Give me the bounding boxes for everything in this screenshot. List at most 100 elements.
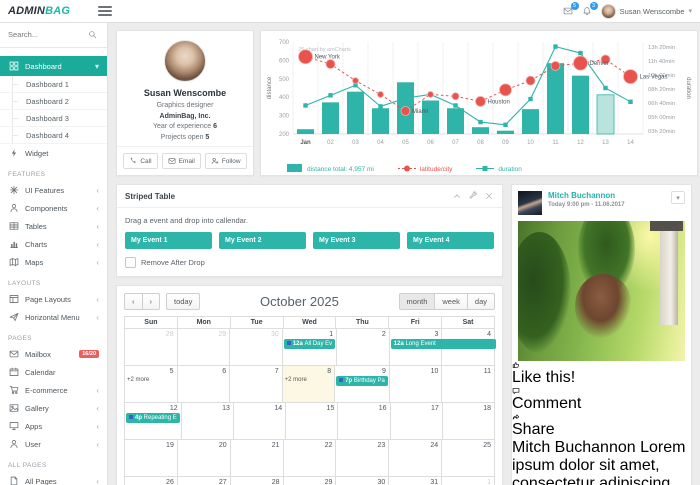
feed-collapse-button[interactable]: ▾ xyxy=(671,191,685,204)
travel-chart[interactable]: 200 300 400 500 600 700 13h 20min 11h 40min 10h … xyxy=(263,34,695,158)
calendar-day-cell[interactable]: 9 7p Birthday Pa xyxy=(335,366,390,403)
collapse-icon[interactable] xyxy=(452,191,462,201)
calendar-day-cell[interactable]: 11 xyxy=(442,366,495,403)
calendar-day-cell[interactable]: 29 xyxy=(177,329,231,366)
calendar-day-cell[interactable]: 18 xyxy=(442,403,495,440)
email-button[interactable]: Email xyxy=(161,153,201,169)
sidebar-item-page-layouts[interactable]: Page Layouts ‹ xyxy=(0,290,107,308)
sidebar-item-all-pages[interactable]: All Pages ‹ xyxy=(0,472,107,485)
calendar-day-cell[interactable]: 10 xyxy=(389,366,443,403)
calendar-day-cell[interactable]: 5 +2 more xyxy=(125,366,178,403)
notifications-button[interactable]: 3 xyxy=(582,2,598,16)
legend-item[interactable]: duration xyxy=(476,164,522,175)
share-button[interactable]: Share xyxy=(512,413,691,439)
calendar-day-cell[interactable]: 28 xyxy=(231,477,284,485)
calendar-day-cell[interactable]: 1 xyxy=(442,477,495,485)
calendar-day-cell[interactable]: 23 xyxy=(336,440,390,477)
menu-toggle-icon[interactable] xyxy=(98,4,113,18)
feed-author-link[interactable]: Mitch Buchannon xyxy=(548,191,616,200)
calendar-day-cell[interactable]: 20 xyxy=(177,440,231,477)
calendar-day-cell[interactable]: 26 xyxy=(125,477,178,485)
sidebar-section-label: LAYOUTS xyxy=(8,280,41,287)
calendar-day-cell[interactable]: 12 4p Repeating E xyxy=(125,403,182,440)
calendar-day-cell[interactable]: 16 xyxy=(338,403,391,440)
calendar-day-number: 4 xyxy=(487,331,491,338)
calendar-event[interactable]: 7p Birthday Pa xyxy=(336,376,388,386)
sidebar-item-horizontal-menu[interactable]: Horizontal Menu ‹ xyxy=(0,308,107,326)
svg-text:11: 11 xyxy=(552,140,559,146)
draggable-event-1[interactable]: My Event 1 xyxy=(125,232,212,249)
calendar-day-cell[interactable]: 7 xyxy=(230,366,283,403)
sidebar-subitem-dashboard-2[interactable]: Dashboard 2 xyxy=(0,93,107,110)
share-icon xyxy=(512,413,691,421)
calendar-event[interactable]: 12a All Day Ev xyxy=(283,339,336,349)
calendar-day-cell[interactable]: 2 xyxy=(337,329,390,366)
legend-item[interactable]: distance total: 4,957 mi xyxy=(287,164,374,175)
sidebar-item-user[interactable]: User ‹ xyxy=(0,435,107,453)
sidebar-subitem-dashboard-3[interactable]: Dashboard 3 xyxy=(0,110,107,127)
calendar-event[interactable]: 4p Repeating E xyxy=(126,413,180,423)
comment-author-link[interactable]: Mitch Buchannon xyxy=(512,439,641,456)
calendar-day-cell[interactable]: 25 xyxy=(442,440,495,477)
calendar-more-link[interactable]: +2 more xyxy=(284,377,307,383)
calendar-day-cell[interactable]: 31 xyxy=(389,477,443,485)
calendar-day-cell[interactable]: 28 xyxy=(125,329,178,366)
calendar-view-week[interactable]: week xyxy=(435,293,468,310)
calendar-day-cell[interactable]: 27 xyxy=(178,477,231,485)
calendar-more-link[interactable]: +2 more xyxy=(127,377,150,383)
search-input[interactable] xyxy=(8,30,88,39)
legend-item[interactable]: latitude/city xyxy=(397,164,452,175)
sidebar-subitem-dashboard-4[interactable]: Dashboard 4 xyxy=(0,127,107,144)
draggable-event-2[interactable]: My Event 2 xyxy=(219,232,306,249)
calendar-day-cell[interactable]: 14 xyxy=(233,403,287,440)
search-icon[interactable] xyxy=(88,30,97,39)
calendar-day-cell[interactable]: 15 xyxy=(286,403,339,440)
calendar-prev-button[interactable]: ‹ xyxy=(124,293,143,310)
calendar-day-cell[interactable]: 21 xyxy=(230,440,284,477)
calendar-day-cell[interactable]: 8 +2 more xyxy=(282,366,336,403)
calendar-day-number: 26 xyxy=(166,479,174,485)
sidebar-item-widget[interactable]: Widget xyxy=(0,144,107,162)
calendar-event[interactable]: 12a Long Event xyxy=(390,339,497,349)
sidebar-item-components[interactable]: Components ‹ xyxy=(0,199,107,217)
calendar-today-button[interactable]: today xyxy=(166,293,201,310)
calendar-next-button[interactable]: › xyxy=(142,293,160,310)
sidebar-item-dashboard[interactable]: Dashboard ▾ xyxy=(0,56,107,76)
calendar-day-cell[interactable]: 6 xyxy=(177,366,231,403)
sidebar-item-maps[interactable]: Maps ‹ xyxy=(0,253,107,271)
sidebar-item-charts[interactable]: Charts ‹ xyxy=(0,235,107,253)
sidebar-item-tables[interactable]: Tables ‹ xyxy=(0,217,107,235)
calendar-day-cell[interactable]: 30 xyxy=(336,477,390,485)
calendar-day-cell[interactable]: 19 xyxy=(125,440,178,477)
follow-button[interactable]: Follow xyxy=(204,153,247,169)
close-icon[interactable] xyxy=(484,191,494,201)
calendar-day-cell[interactable]: 22 xyxy=(283,440,337,477)
sidebar-item-mailbox[interactable]: Mailbox 16/20 xyxy=(0,345,107,363)
calendar-view-day[interactable]: day xyxy=(467,293,495,310)
calendar-day-cell[interactable]: 1 12a All Day Ev xyxy=(282,329,338,366)
comment-button[interactable]: Comment xyxy=(512,387,691,413)
calendar-day-cell[interactable]: 3 12a Long Event xyxy=(389,329,497,366)
calendar-day-cell[interactable]: 17 xyxy=(390,403,443,440)
messages-button[interactable]: 5 xyxy=(563,2,579,16)
draggable-event-4[interactable]: My Event 4 xyxy=(407,232,494,249)
sidebar-item-calendar[interactable]: Calendar xyxy=(0,363,107,381)
sidebar-item-gallery[interactable]: Gallery ‹ xyxy=(0,399,107,417)
calendar-day-cell[interactable]: 24 xyxy=(389,440,443,477)
calendar-day-cell[interactable]: 13 xyxy=(181,403,234,440)
wrench-icon[interactable] xyxy=(468,191,478,201)
user-menu[interactable]: Susan Wenscombe ▾ xyxy=(600,3,692,19)
calendar-view-month[interactable]: month xyxy=(398,293,436,310)
calendar-day-cell[interactable]: 30 xyxy=(230,329,283,366)
chevron-left-icon: ‹ xyxy=(96,312,99,322)
button-label: Email xyxy=(178,157,195,165)
call-button[interactable]: Call xyxy=(123,153,158,169)
remove-after-drop-checkbox[interactable] xyxy=(125,257,136,268)
sidebar-item-apps[interactable]: Apps ‹ xyxy=(0,417,107,435)
sidebar-item-ui-features[interactable]: UI Features ‹ xyxy=(0,181,107,199)
calendar-day-cell[interactable]: 29 xyxy=(284,477,337,485)
sidebar-item-e-commerce[interactable]: E-commerce ‹ xyxy=(0,381,107,399)
sidebar-subitem-dashboard-1[interactable]: Dashboard 1 xyxy=(0,76,107,93)
draggable-event-3[interactable]: My Event 3 xyxy=(313,232,400,249)
like-this--button[interactable]: Like this! xyxy=(512,361,691,387)
